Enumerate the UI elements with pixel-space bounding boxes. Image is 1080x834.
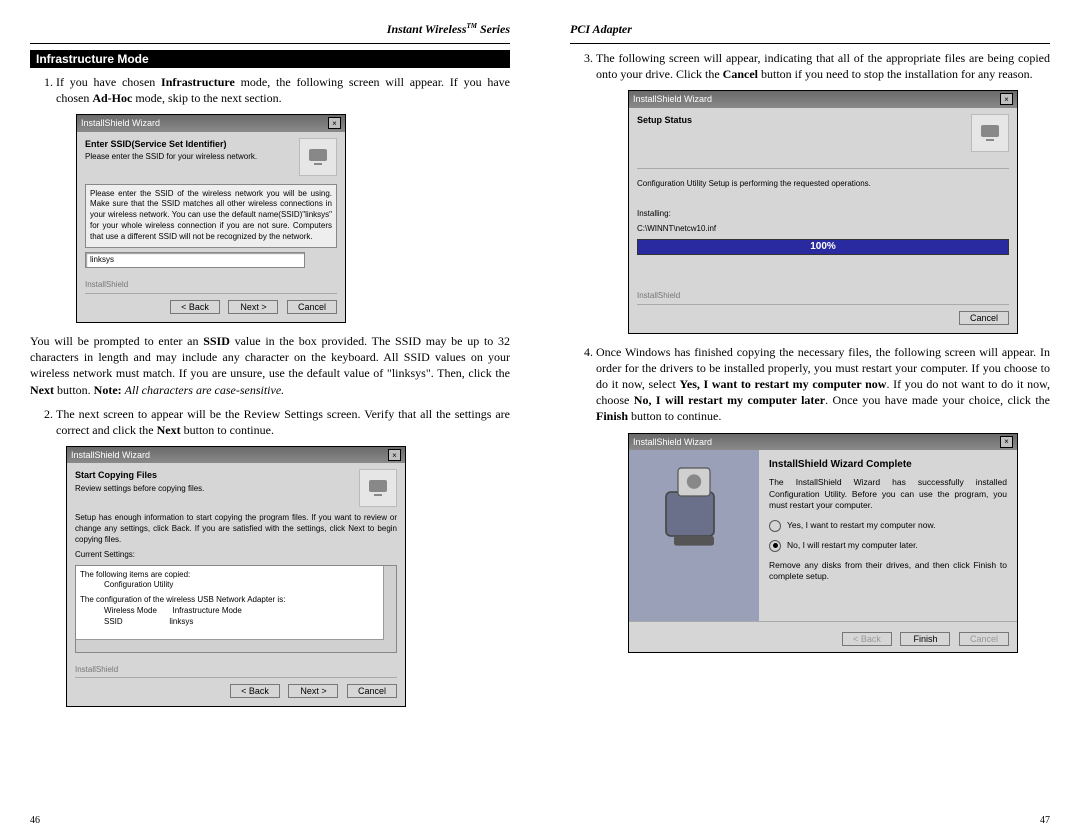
header-rule: [30, 43, 510, 44]
ssid-body: Please enter the SSID of the wireless ne…: [85, 184, 337, 248]
page-header-left: Instant WirelessTM Series: [30, 20, 510, 39]
installshield-brand: InstallShield: [75, 665, 397, 676]
dialog-complete-title: InstallShield Wizard: [633, 436, 712, 448]
header-text: Instant WirelessTM Series: [387, 22, 510, 36]
close-icon[interactable]: ×: [1000, 93, 1013, 105]
step-1: If you have chosen Infrastructure mode, …: [56, 74, 510, 398]
radio-no-label: No, I will restart my computer later.: [787, 540, 918, 551]
dialog-status-title: InstallShield Wizard: [633, 93, 712, 105]
close-icon[interactable]: ×: [388, 449, 401, 461]
radio-restart-later[interactable]: No, I will restart my computer later.: [769, 540, 1007, 552]
computer-icon: [971, 114, 1009, 152]
scrollbar-horizontal[interactable]: [76, 639, 384, 652]
copy-body: Setup has enough information to start co…: [75, 513, 397, 545]
complete-body: The InstallShield Wizard has successfull…: [769, 477, 1007, 511]
list-line: SSID linksys: [80, 617, 392, 628]
cancel-button[interactable]: Cancel: [347, 684, 397, 698]
install-path: C:\WINNT\netcw10.inf: [637, 224, 1009, 235]
current-settings-label: Current Settings:: [75, 550, 397, 561]
progress-bar: 100%: [637, 239, 1009, 255]
step-3: The following screen will appear, indica…: [596, 50, 1050, 334]
next-button[interactable]: Next >: [288, 684, 338, 698]
status-body: Configuration Utility Setup is performin…: [637, 179, 1009, 190]
status-heading: Setup Status: [637, 114, 1009, 126]
complete-note: Remove any disks from their drives, and …: [769, 560, 1007, 583]
radio-icon: [769, 520, 781, 532]
dialog-complete-titlebar: InstallShield Wizard ×: [629, 434, 1017, 450]
page-right: PCI Adapter The following screen will ap…: [540, 0, 1080, 834]
installing-label: Installing:: [637, 209, 1009, 220]
list-line: The following items are copied:: [80, 570, 392, 581]
list-line: The configuration of the wireless USB Ne…: [80, 595, 392, 606]
progress-pct: 100%: [638, 240, 1008, 254]
back-button[interactable]: < Back: [170, 300, 220, 314]
complete-heading: InstallShield Wizard Complete: [769, 458, 1007, 472]
dialog-setup-status: InstallShield Wizard × Setup Status Conf…: [628, 90, 1018, 333]
cancel-button[interactable]: Cancel: [287, 300, 337, 314]
dialog-copyfiles: InstallShield Wizard × Start Copying Fil…: [66, 446, 406, 707]
dialog-ssid-titlebar: InstallShield Wizard ×: [77, 115, 345, 131]
installshield-brand: InstallShield: [85, 280, 337, 291]
back-button[interactable]: < Back: [230, 684, 280, 698]
step-2: The next screen to appear will be the Re…: [56, 406, 510, 708]
page-header-right: PCI Adapter: [570, 20, 1050, 39]
finish-button[interactable]: Finish: [900, 632, 950, 646]
scrollbar-vertical[interactable]: [383, 566, 396, 652]
right-steps-list: The following screen will appear, indica…: [596, 50, 1050, 653]
page-number-left: 46: [30, 815, 40, 826]
dialog-copy-titlebar: InstallShield Wizard ×: [67, 447, 405, 463]
radio-restart-now[interactable]: Yes, I want to restart my computer now.: [769, 520, 1007, 532]
step1-followup: You will be prompted to enter an SSID va…: [30, 333, 510, 398]
list-line: Configuration Utility: [80, 580, 392, 591]
dialog-copy-title: InstallShield Wizard: [71, 449, 150, 461]
close-icon[interactable]: ×: [328, 117, 341, 129]
cancel-button: Cancel: [959, 632, 1009, 646]
computer-icon: [299, 138, 337, 176]
left-steps-list: If you have chosen Infrastructure mode, …: [56, 74, 510, 707]
installshield-brand: InstallShield: [637, 291, 1009, 302]
computer-icon: [359, 469, 397, 507]
header-rule: [570, 43, 1050, 44]
ssid-input[interactable]: linksys: [85, 252, 305, 269]
dialog-ssid: InstallShield Wizard × Enter SSID(Servic…: [76, 114, 346, 323]
step-4: Once Windows has finished copying the ne…: [596, 344, 1050, 653]
list-line: Wireless Mode Infrastructure Mode: [80, 606, 392, 617]
cancel-button[interactable]: Cancel: [959, 311, 1009, 325]
close-icon[interactable]: ×: [1000, 436, 1013, 448]
copy-heading: Start Copying Files: [75, 469, 397, 481]
page-number-right: 47: [1040, 815, 1050, 826]
copy-sub: Review settings before copying files.: [75, 484, 397, 495]
dialog-complete: InstallShield Wizard × InstallShield Wiz…: [628, 433, 1018, 653]
wizard-graphic: [629, 450, 759, 621]
back-button: < Back: [842, 632, 892, 646]
radio-yes-label: Yes, I want to restart my computer now.: [787, 520, 936, 531]
dialog-status-titlebar: InstallShield Wizard ×: [629, 91, 1017, 107]
dialog-ssid-title: InstallShield Wizard: [81, 117, 160, 129]
settings-listbox[interactable]: The following items are copied: Configur…: [75, 565, 397, 653]
radio-icon: [769, 540, 781, 552]
page-left: Instant WirelessTM Series Infrastructure…: [0, 0, 540, 834]
section-title: Infrastructure Mode: [30, 50, 510, 68]
next-button[interactable]: Next >: [228, 300, 278, 314]
